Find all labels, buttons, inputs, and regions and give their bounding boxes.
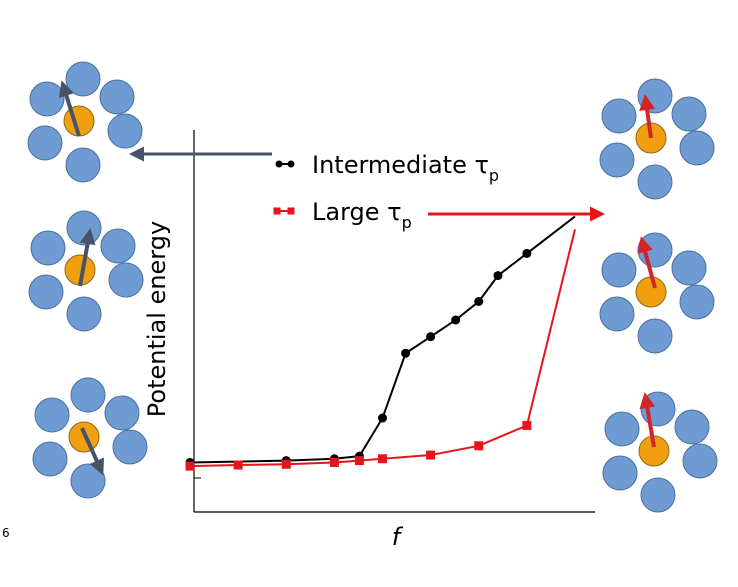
cluster-right-bottom-neighbor-particle-0 (604, 411, 640, 447)
cluster-left-top-neighbor-particle-2 (99, 79, 135, 115)
cluster-right-top-orientation-arrow (639, 94, 656, 139)
cluster-left-top-neighbor-particle-1 (65, 61, 101, 97)
cluster-right-top-neighbor-particle-5 (637, 164, 673, 200)
legend-label-intermediate: Intermediate τp (312, 151, 499, 185)
data-point-large-3 (329, 457, 339, 467)
cluster-left-middle-neighbor-particle-4 (28, 274, 64, 310)
data-point-intermediate-5 (401, 348, 411, 358)
cluster-right-middle-central-particle (635, 276, 667, 308)
series-line-intermediate (189, 252, 528, 464)
data-point-intermediate-4 (378, 413, 387, 423)
cluster-right-top (599, 78, 715, 200)
cluster-left-bottom-neighbor-particle-5 (70, 463, 106, 499)
series-layer (185, 215, 576, 471)
cluster-left-top (27, 61, 143, 183)
particle-clusters (27, 61, 718, 513)
cluster-left-middle-neighbor-particle-5 (66, 296, 102, 332)
cluster-right-top-neighbor-particle-2 (671, 96, 707, 132)
data-point-large-2 (281, 459, 291, 469)
cluster-left-middle-neighbor-particle-3 (108, 262, 144, 298)
series-extension-intermediate (526, 215, 576, 255)
cluster-left-middle-neighbor-particle-0 (30, 230, 66, 266)
legend-swatch-large-marker-left (273, 207, 281, 215)
cluster-left-middle-neighbor-particle-2 (100, 228, 136, 264)
cluster-left-top-neighbor-particle-3 (107, 113, 143, 149)
data-point-intermediate-8 (474, 297, 484, 306)
cluster-left-top-neighbor-particle-4 (27, 125, 63, 161)
cluster-left-middle-orientation-arrow (78, 228, 96, 287)
legend-item-intermediate: Intermediate τp (275, 151, 499, 185)
cluster-left-bottom-orientation-arrow (80, 427, 105, 476)
data-point-large-8 (522, 420, 532, 430)
cluster-right-top-neighbor-particle-4 (599, 142, 635, 178)
cluster-right-middle-neighbor-particle-5 (637, 318, 673, 354)
cluster-right-top-neighbor-particle-1 (637, 78, 673, 114)
legend-swatch-intermediate-marker-right (287, 160, 295, 168)
cluster-left-bottom (32, 377, 148, 499)
y-axis-label: Potential energy (143, 221, 171, 417)
data-point-intermediate-10 (522, 248, 532, 258)
cluster-right-middle-neighbor-particle-3 (679, 284, 715, 320)
cluster-right-middle-orientation-arrow (637, 236, 657, 289)
cluster-left-top-orientation-arrow (58, 80, 81, 137)
cluster-left-bottom-neighbor-particle-0 (34, 397, 70, 433)
cluster-left-middle-neighbor-particle-1 (66, 210, 102, 246)
cluster-right-bottom (602, 391, 718, 513)
cluster-right-bottom-neighbor-particle-2 (674, 409, 710, 445)
legend-swatch-large-marker-right (287, 207, 295, 215)
cluster-right-bottom-neighbor-particle-4 (602, 455, 638, 491)
series-extension-large (525, 229, 576, 426)
cluster-right-top-neighbor-particle-0 (601, 98, 637, 134)
data-point-large-1 (233, 460, 243, 470)
cluster-left-top-neighbor-particle-5 (65, 147, 101, 183)
legend-item-large: Large τp (273, 198, 412, 232)
cluster-right-bottom-neighbor-particle-3 (682, 443, 718, 479)
plot-area: f Potential energy (143, 130, 595, 551)
cluster-left-bottom-neighbor-particle-4 (32, 441, 68, 477)
x-axis-label: f (392, 523, 404, 551)
data-point-intermediate-7 (451, 315, 461, 325)
legend-label-large: Large τp (312, 198, 412, 232)
cluster-left-bottom-neighbor-particle-2 (104, 395, 140, 431)
cluster-right-bottom-orientation-arrow (639, 392, 656, 448)
legend-swatch-intermediate-marker-left (275, 160, 283, 168)
cluster-right-middle-neighbor-particle-0 (601, 252, 637, 288)
cluster-left-bottom-neighbor-particle-1 (70, 377, 106, 413)
data-point-intermediate-6 (426, 332, 436, 342)
data-point-large-5 (378, 454, 387, 464)
data-point-large-0 (185, 461, 195, 471)
cluster-left-top-neighbor-particle-0 (29, 81, 65, 117)
data-point-large-4 (354, 456, 364, 466)
cluster-right-middle-neighbor-particle-4 (599, 296, 635, 332)
cluster-right-middle (599, 232, 715, 354)
cluster-right-bottom-neighbor-particle-5 (640, 477, 676, 513)
data-point-large-7 (474, 441, 484, 451)
data-point-intermediate-9 (493, 271, 503, 281)
cluster-right-middle-neighbor-particle-2 (671, 250, 707, 286)
data-point-large-6 (426, 450, 436, 460)
cluster-left-bottom-neighbor-particle-3 (112, 429, 148, 465)
cluster-left-middle (28, 210, 144, 332)
legend: Intermediate τp Large τp (273, 151, 499, 232)
cluster-right-top-neighbor-particle-3 (679, 130, 715, 166)
edge-mark: 6 (2, 526, 10, 540)
